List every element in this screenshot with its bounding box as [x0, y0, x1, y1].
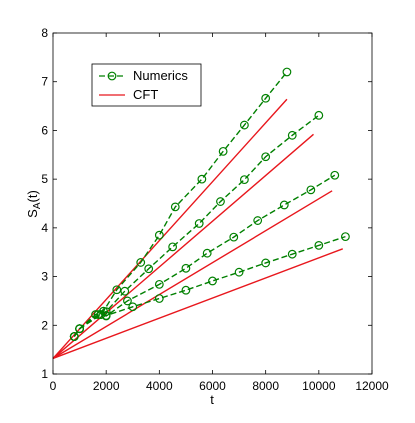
x-tick-label: 12000: [355, 379, 389, 393]
numerics-data-point: [144, 264, 154, 274]
x-tick-label: 8000: [252, 379, 279, 393]
cft-series-line: [52, 248, 344, 360]
numerics-data-point: [314, 110, 324, 120]
numerics-data-point: [154, 294, 164, 303]
numerics-data-point: [306, 185, 316, 195]
numerics-data-point: [69, 332, 79, 341]
x-tick-label: 10000: [302, 379, 336, 393]
numerics-data-point: [168, 242, 178, 252]
y-axis-title-main: S: [25, 209, 40, 218]
numerics-data-point: [218, 146, 228, 156]
numerics-series-line: [73, 235, 346, 337]
y-axis-title: SA(t): [25, 190, 43, 218]
numerics-data-point: [208, 276, 217, 286]
numerics-data-point: [341, 232, 350, 242]
numerics-data-point: [128, 302, 138, 312]
cft-series-line: [52, 133, 314, 359]
y-tick-label: 3: [41, 270, 48, 284]
numerics-data-point: [229, 232, 239, 242]
y-tick-label: 7: [41, 75, 48, 89]
numerics-data-point: [154, 230, 164, 240]
numerics-data-point: [282, 67, 292, 77]
axes-frame: [52, 32, 373, 375]
cft-series-line: [52, 190, 333, 360]
legend-cft-label: CFT: [133, 87, 158, 102]
numerics-data-point: [287, 249, 297, 259]
numerics-data-point: [96, 310, 106, 319]
numerics-data-point: [120, 286, 130, 296]
numerics-data-point: [112, 285, 122, 295]
legend-numerics-label: Numerics: [133, 68, 188, 83]
numerics-data-point: [101, 311, 111, 320]
numerics-data-point: [154, 279, 164, 289]
numerics-data-point: [123, 296, 132, 306]
numerics-data-point: [261, 93, 271, 103]
numerics-data-point: [239, 120, 249, 130]
numerics-data-point: [253, 216, 263, 225]
y-tick-label: 6: [41, 123, 48, 137]
y-tick-label: 5: [41, 172, 48, 186]
numerics-data-point: [279, 200, 289, 210]
x-tick-label: 0: [50, 379, 57, 393]
numerics-data-point: [197, 174, 207, 184]
numerics-data-point: [261, 152, 271, 162]
numerics-series-line: [73, 71, 288, 337]
numerics-data-point: [330, 170, 340, 180]
numerics-data-point: [181, 285, 191, 295]
series-layer: [52, 67, 350, 360]
x-tick-label: 4000: [146, 379, 173, 393]
x-tick-label: 2000: [93, 379, 120, 393]
x-axis-title: t: [210, 392, 214, 407]
numerics-data-point: [136, 258, 146, 267]
numerics-data-point: [181, 263, 191, 273]
y-axis-title-tail: (t): [25, 190, 40, 202]
legend: Numerics CFT: [91, 63, 202, 107]
legend-box: [91, 63, 202, 107]
numerics-data-point: [261, 258, 271, 268]
numerics-data-point: [216, 197, 225, 206]
x-tick-label: 6000: [199, 379, 226, 393]
numerics-data-point: [234, 267, 244, 277]
numerics-data-point: [194, 219, 204, 228]
y-tick-label: 4: [41, 221, 48, 235]
numerics-data-point: [75, 324, 84, 334]
numerics-data-point: [202, 248, 212, 258]
y-axis-title-sub: A: [32, 202, 43, 209]
y-tick-label: 1: [41, 367, 48, 381]
legend-numerics-marker: [107, 71, 117, 81]
numerics-series-line: [73, 114, 320, 337]
numerics-data-point: [170, 202, 180, 212]
numerics-data-point: [287, 130, 297, 140]
y-tick-label: 8: [41, 26, 48, 40]
numerics-data-point: [314, 240, 324, 250]
numerics-data-point: [239, 175, 249, 185]
y-tick-label: 2: [41, 318, 48, 332]
